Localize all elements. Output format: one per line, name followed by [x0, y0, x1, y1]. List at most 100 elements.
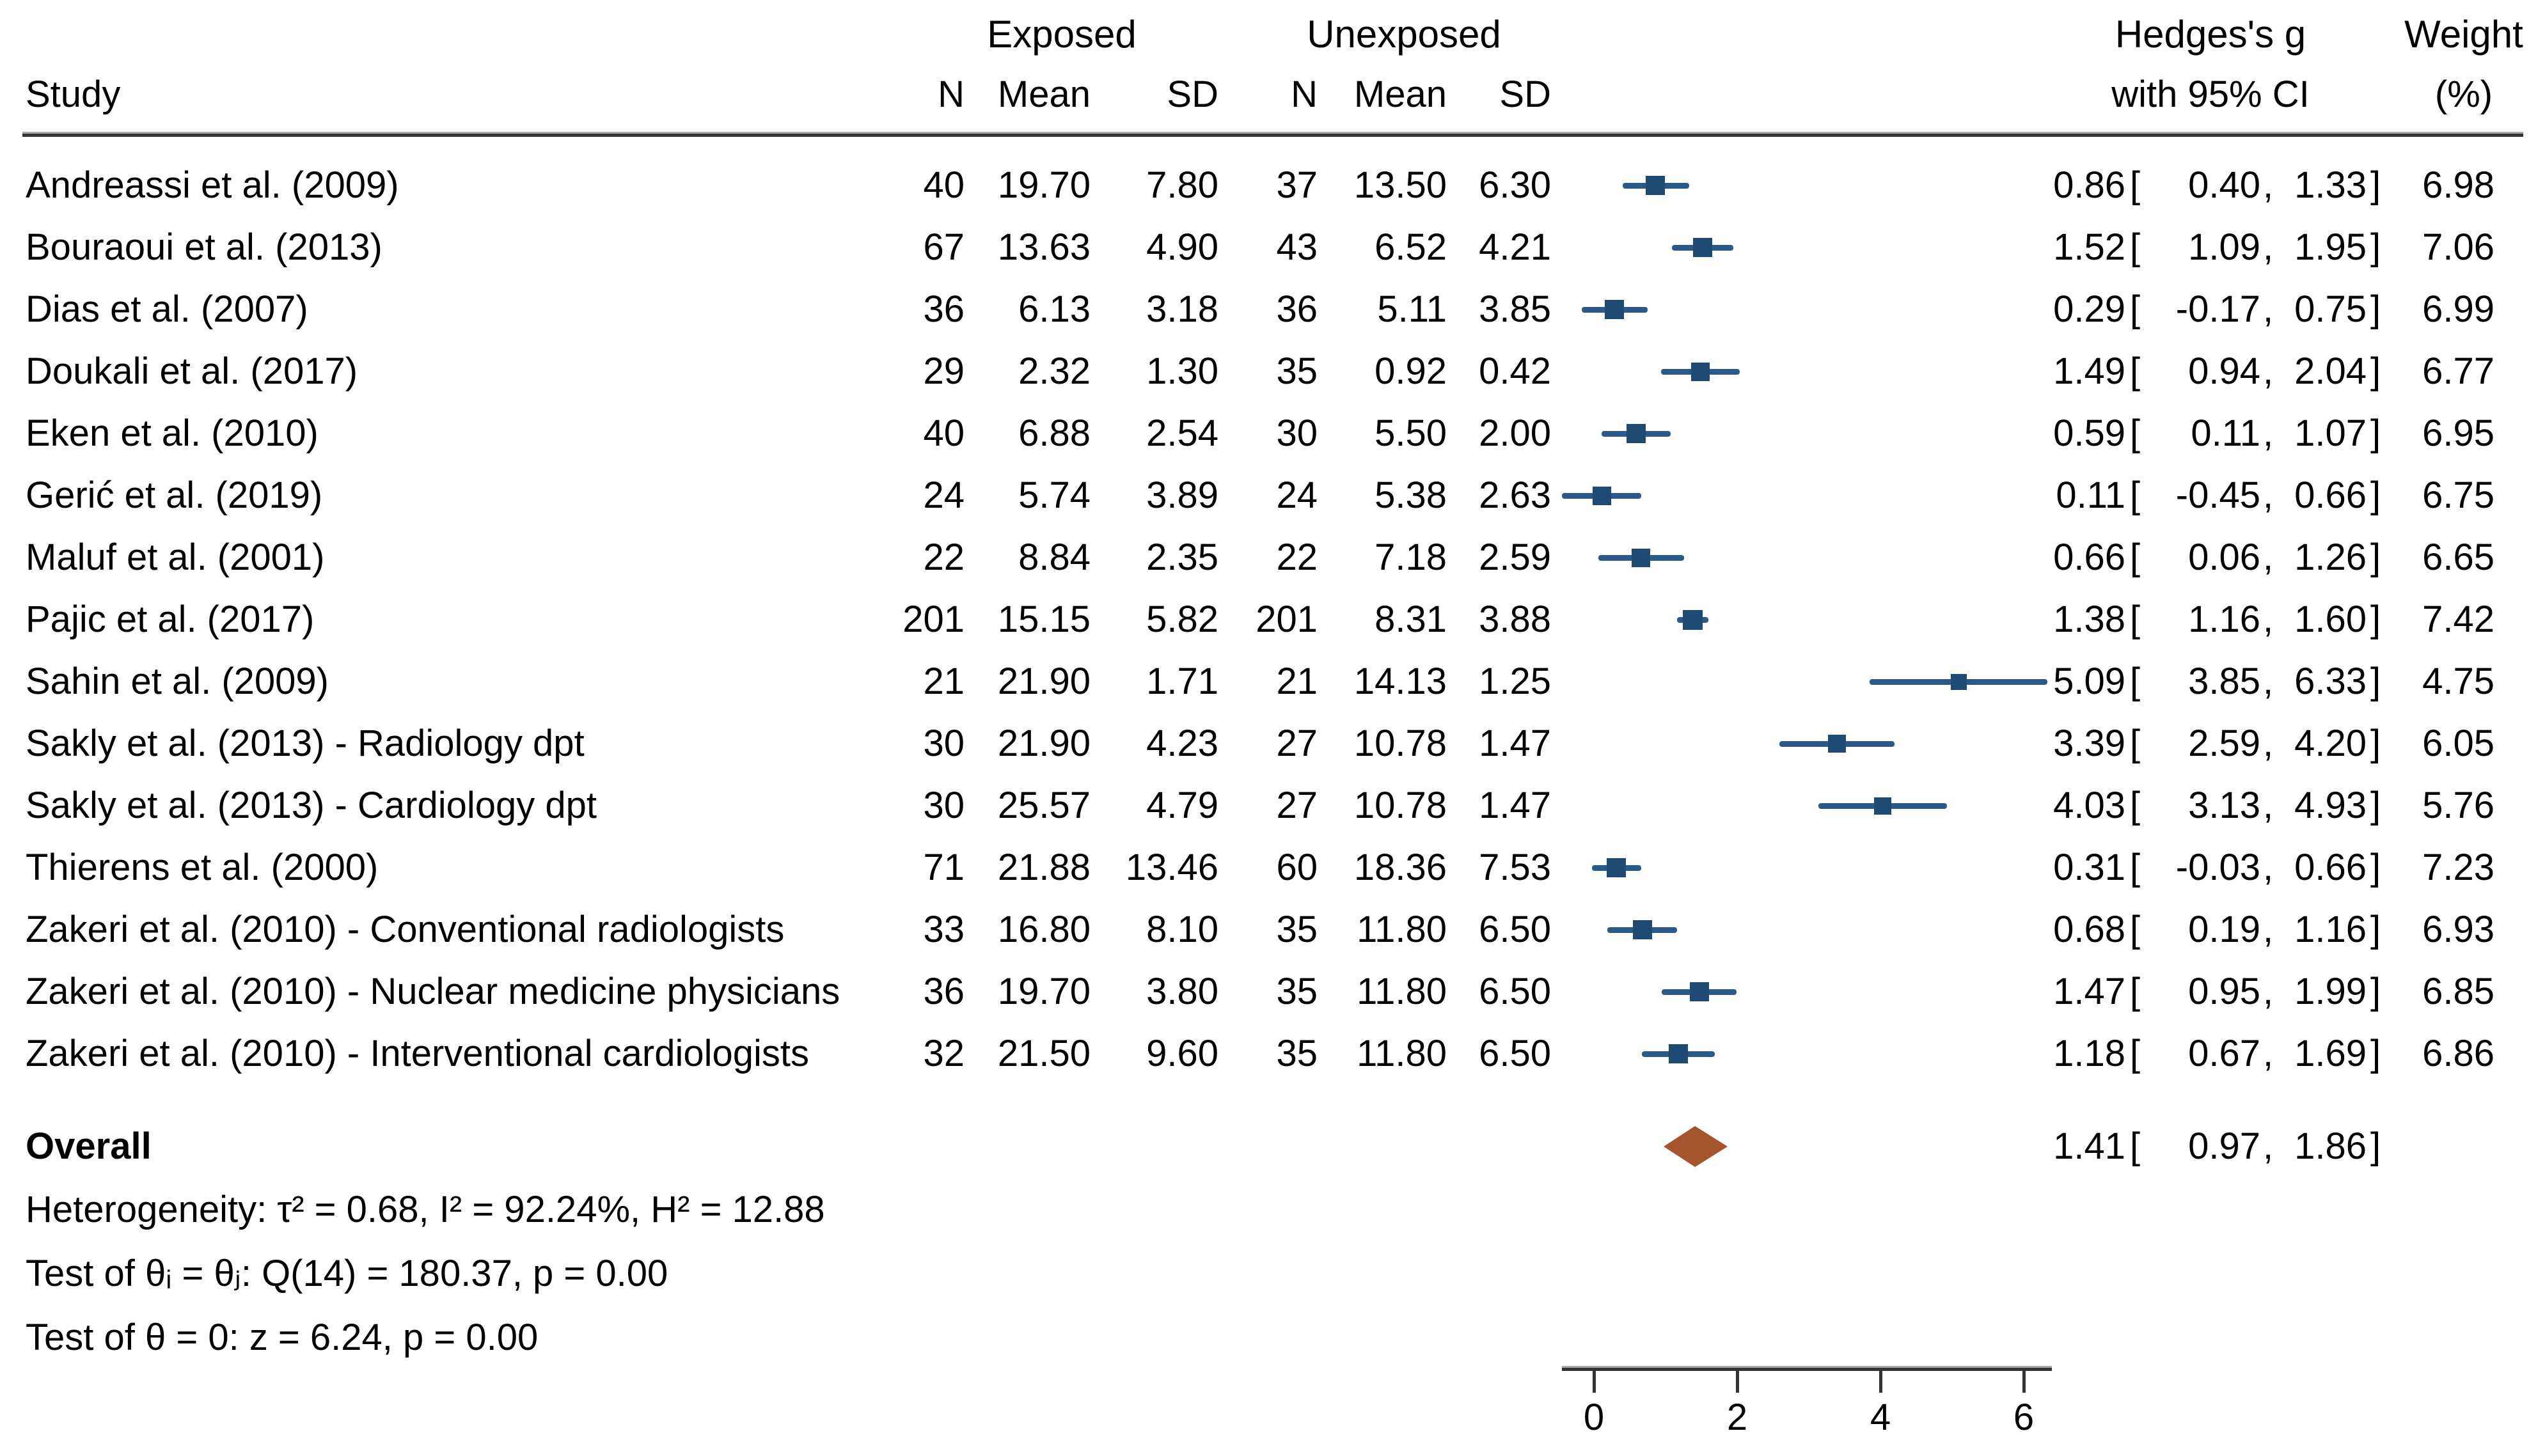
ci-low-value: 0.06: [2188, 536, 2260, 578]
ci-low-value: 3.13: [2188, 785, 2260, 826]
bracket-close: ]: [2370, 909, 2381, 950]
exposed-mean-value: 21.90: [997, 723, 1091, 764]
exposed-n-value: 21: [923, 661, 965, 702]
exposed-sd-value: 7.80: [1146, 164, 1218, 206]
exposed-mean-value: 25.57: [997, 785, 1091, 826]
exposed-n-value: 32: [923, 1033, 965, 1074]
unexposed-n-value: 35: [1276, 971, 1318, 1012]
unexposed-sd-value: 3.88: [1479, 599, 1551, 640]
effect-estimate: 5.09: [2053, 661, 2125, 702]
ci-high-value: 6.33: [2294, 661, 2367, 702]
unexposed-mean-value: 5.38: [1375, 474, 1447, 516]
ci-high-value: 0.66: [2294, 847, 2367, 888]
unexposed-n-value: 36: [1276, 288, 1318, 330]
study-label: Andreassi et al. (2009): [26, 164, 399, 206]
bracket-close: ]: [2370, 971, 2381, 1012]
effect-estimate: 1.38: [2053, 599, 2125, 640]
exposed-sd-value: 3.18: [1146, 288, 1218, 330]
unexposed-mean-value: 10.78: [1353, 723, 1447, 764]
table-row: Zakeri et al. (2010) - Nuclear medicine …: [0, 961, 2545, 1022]
exposed-n-value: 30: [923, 723, 965, 764]
exposed-n-value: 30: [923, 785, 965, 826]
unexposed-n-value: 24: [1276, 474, 1318, 516]
ci-high-value: 1.07: [2294, 412, 2367, 454]
effect-estimate: 1.52: [2053, 226, 2125, 268]
study-label: Gerić et al. (2019): [26, 474, 323, 516]
unexposed-n-header: N: [1291, 74, 1318, 115]
unexposed-mean-value: 11.80: [1357, 1033, 1447, 1074]
comma: ,: [2263, 971, 2274, 1012]
study-label: Thierens et al. (2000): [26, 847, 379, 888]
exposed-mean-value: 16.80: [997, 909, 1091, 950]
x-axis-line: [1562, 1366, 2052, 1371]
unexposed-mean-value: 11.80: [1357, 909, 1447, 950]
effect-marker: [1689, 982, 1709, 1001]
ci-high-value: 4.20: [2294, 723, 2367, 764]
comma: ,: [2263, 412, 2274, 454]
unexposed-sd-value: 6.50: [1479, 971, 1551, 1012]
table-row: Zakeri et al. (2010) - Conventional radi…: [0, 899, 2545, 960]
unexposed-mean-value: 5.11: [1377, 288, 1447, 330]
weight-value: 6.05: [2422, 723, 2494, 764]
ci-low-value: -0.03: [2175, 847, 2260, 888]
unexposed-sd-value: 1.47: [1479, 785, 1551, 826]
unexposed-mean-value: 13.50: [1353, 164, 1447, 206]
table-row: Zakeri et al. (2010) - Interventional ca…: [0, 1023, 2545, 1084]
bracket-open: [: [2130, 1125, 2141, 1167]
exposed-n-value: 29: [923, 350, 965, 392]
weight-header-line1: Weight: [2404, 13, 2523, 56]
effect-marker: [1632, 548, 1651, 567]
ci-low-value: 1.16: [2188, 599, 2260, 640]
bracket-open: [: [2130, 536, 2141, 578]
effect-header-line1: Hedges's g: [2115, 13, 2306, 56]
exposed-mean-value: 15.15: [997, 599, 1091, 640]
exposed-sd-value: 4.90: [1146, 226, 1218, 268]
unexposed-n-value: 60: [1276, 847, 1318, 888]
comma: ,: [2263, 288, 2274, 330]
study-label: Zakeri et al. (2010) - Conventional radi…: [26, 909, 785, 950]
exposed-n-value: 24: [923, 474, 965, 516]
overall-ci-low: 0.97: [2188, 1125, 2260, 1167]
comma: ,: [2263, 661, 2274, 702]
study-label: Sahin et al. (2009): [26, 661, 329, 702]
unexposed-sd-value: 6.50: [1479, 1033, 1551, 1074]
unexposed-n-value: 35: [1276, 909, 1318, 950]
comma: ,: [2263, 723, 2274, 764]
weight-value: 6.95: [2422, 412, 2494, 454]
table-row: Sakly et al. (2013) - Radiology dpt 30 2…: [0, 713, 2545, 774]
bracket-open: [: [2130, 412, 2141, 454]
study-label: Zakeri et al. (2010) - Interventional ca…: [26, 1033, 810, 1074]
table-row: Maluf et al. (2001) 22 8.84 2.35 22 7.18…: [0, 527, 2545, 588]
unexposed-n-value: 35: [1276, 1033, 1318, 1074]
unexposed-sd-value: 7.53: [1479, 847, 1551, 888]
x-axis-tick-label: 2: [1726, 1397, 1748, 1438]
effect-marker: [1873, 797, 1891, 815]
x-axis-tick: [1736, 1371, 1739, 1393]
comma: ,: [2263, 474, 2274, 516]
weight-value: 6.75: [2422, 474, 2494, 516]
exposed-n-value: 36: [923, 288, 965, 330]
ci-high-value: 4.93: [2294, 785, 2367, 826]
ci-low-value: 1.09: [2188, 226, 2260, 268]
effect-marker: [1606, 858, 1626, 877]
effect-estimate: 3.39: [2053, 723, 2125, 764]
bracket-close: ]: [2370, 599, 2381, 640]
exposed-sd-value: 1.71: [1146, 661, 1218, 702]
bracket-open: [: [2130, 164, 2141, 206]
unexposed-mean-header: Mean: [1353, 74, 1447, 115]
bracket-open: [: [2130, 971, 2141, 1012]
study-label: Dias et al. (2007): [26, 288, 308, 330]
effect-estimate: 1.18: [2053, 1033, 2125, 1074]
bracket-open: [: [2130, 847, 2141, 888]
bracket-open: [: [2130, 785, 2141, 826]
test-theta-zero-stats: Test of θ = 0: z = 6.24, p = 0.00: [26, 1317, 539, 1358]
table-row: Gerić et al. (2019) 24 5.74 3.89 24 5.38…: [0, 465, 2545, 526]
weight-value: 6.65: [2422, 536, 2494, 578]
exposed-n-value: 36: [923, 971, 965, 1012]
exposed-n-header: N: [938, 74, 965, 115]
unexposed-n-value: 22: [1276, 536, 1318, 578]
exposed-group-header: Exposed: [987, 13, 1137, 56]
weight-value: 6.93: [2422, 909, 2494, 950]
bracket-close: ]: [2370, 536, 2381, 578]
study-label: Sakly et al. (2013) - Radiology dpt: [26, 723, 585, 764]
